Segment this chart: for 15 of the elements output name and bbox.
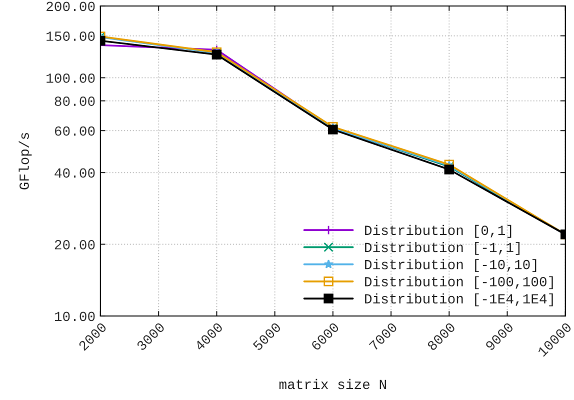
y-tick-label: 150.00 <box>46 32 95 41</box>
legend-label: Distribution [-1E4,1E4] <box>365 293 553 306</box>
y-tick-label: 200.00 <box>46 2 95 12</box>
y-tick-label: 10.00 <box>54 312 95 322</box>
x-axis-title: matrix size N <box>279 378 386 390</box>
y-tick-label: 40.00 <box>54 168 95 178</box>
y-tick-label: 20.00 <box>54 240 95 250</box>
legend-label: Distribution [-100,100] <box>365 276 553 290</box>
y-tick-label: 100.00 <box>46 73 95 83</box>
y-tick-label: 80.00 <box>54 96 95 106</box>
legend-label: Distribution [-1,1] <box>365 242 520 255</box>
legend-label: Distribution [0,1] <box>365 224 512 238</box>
y-axis-title: GFlop/s <box>18 132 32 190</box>
legend-label: Distribution [-10,10] <box>365 259 536 272</box>
y-tick-label: 60.00 <box>54 126 95 136</box>
